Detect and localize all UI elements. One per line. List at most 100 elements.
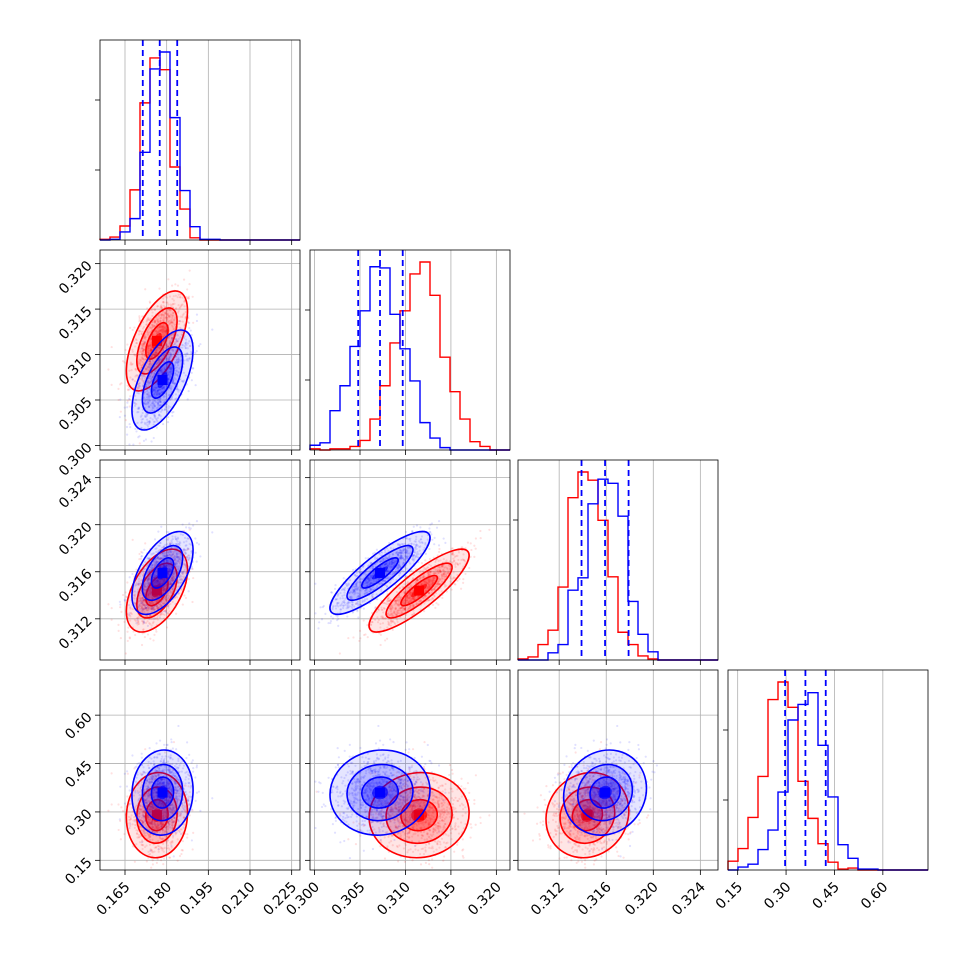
scatter-point-blue — [167, 574, 170, 577]
scatter-point-blue — [143, 607, 146, 610]
scatter-point-red — [144, 338, 147, 341]
scatter-point-blue — [199, 555, 202, 558]
scatter-point-red — [366, 623, 369, 627]
scatter-point-blue — [153, 393, 156, 396]
scatter-point-blue — [155, 386, 158, 389]
scatter-point-red — [127, 626, 130, 629]
scatter-point-red — [146, 571, 149, 574]
scatter-point-blue — [166, 416, 170, 419]
scatter-point-red — [153, 353, 156, 356]
scatter-point-red — [167, 370, 170, 373]
scatter-point-red — [110, 607, 113, 610]
scatter-point-blue — [177, 388, 180, 391]
scatter-point-blue — [184, 342, 187, 346]
scatter-point-red — [146, 381, 149, 384]
scatter-point-blue — [167, 567, 170, 570]
scatter-point-red — [126, 630, 129, 633]
scatter-point-blue — [140, 554, 143, 558]
scatter-point-blue — [179, 541, 182, 545]
scatter-point-red — [149, 592, 153, 595]
scatter-point-blue — [167, 531, 170, 534]
scatter-point-red — [149, 344, 152, 347]
scatter-point-red — [165, 312, 168, 315]
scatter-point-red — [156, 607, 159, 610]
scatter-point-blue — [152, 384, 155, 388]
scatter-point-red — [143, 604, 146, 607]
scatter-point-blue — [158, 544, 161, 547]
scatter-point-red — [183, 305, 186, 308]
scatter-point-red — [163, 596, 167, 599]
scatter-point-red — [141, 354, 144, 357]
scatter-point-blue — [175, 387, 179, 390]
scatter-point-blue — [180, 575, 183, 578]
scatter-point-red — [139, 350, 142, 353]
scatter-point-blue — [163, 554, 166, 557]
scatter-point-blue — [159, 541, 162, 545]
scatter-point-red — [168, 541, 171, 544]
scatter-point-red — [159, 553, 162, 556]
scatter-point-red — [166, 612, 169, 615]
scatter-panel-2-1 — [107, 269, 214, 446]
scatter-point-blue — [184, 354, 187, 358]
scatter-point-blue — [161, 369, 164, 372]
scatter-point-red — [143, 336, 146, 340]
scatter-point-blue — [163, 367, 166, 370]
scatter-point-blue — [169, 568, 172, 572]
scatter-point-red — [162, 578, 165, 582]
scatter-point-red — [155, 330, 158, 333]
scatter-point-red — [117, 398, 120, 402]
scatter-point-blue — [140, 421, 143, 424]
scatter-point-red — [151, 314, 154, 317]
scatter-point-blue — [428, 527, 431, 530]
scatter-point-red — [140, 606, 144, 610]
scatter-point-red — [117, 387, 120, 390]
scatter-point-red — [141, 353, 144, 356]
scatter-point-blue — [169, 542, 172, 545]
scatter-point-blue — [141, 602, 144, 605]
scatter-point-red — [156, 581, 159, 584]
scatter-point-red — [153, 320, 156, 323]
scatter-point-blue — [163, 353, 166, 356]
scatter-point-blue — [154, 391, 157, 395]
scatter-point-red — [119, 606, 122, 609]
scatter-point-blue — [175, 373, 178, 376]
scatter-point-red — [156, 616, 159, 619]
scatter-point-red — [171, 320, 174, 324]
panel-frame — [99, 39, 301, 241]
scatter-point-blue — [140, 418, 143, 421]
scatter-point-red — [183, 562, 186, 565]
scatter-point-red — [159, 319, 162, 322]
scatter-point-blue — [189, 527, 192, 530]
scatter-point-red — [123, 620, 126, 623]
scatter-point-blue — [128, 612, 131, 615]
scatter-point-red — [143, 391, 146, 394]
scatter-point-blue — [155, 407, 158, 410]
scatter-point-red — [153, 321, 156, 324]
scatter-point-red — [121, 360, 125, 363]
scatter-point-red — [184, 316, 187, 319]
scatter-point-blue — [175, 543, 178, 546]
scatter-point-red — [117, 623, 120, 626]
scatter-point-blue — [145, 383, 148, 386]
scatter-point-red — [135, 402, 138, 406]
scatter-point-red — [170, 321, 173, 324]
scatter-point-blue — [154, 415, 157, 418]
scatter-point-blue — [437, 520, 441, 523]
scatter-point-blue — [166, 559, 169, 562]
scatter-point-red — [138, 330, 141, 333]
scatter-point-blue — [185, 359, 188, 362]
scatter-point-red — [168, 581, 171, 584]
scatter-point-red — [141, 350, 144, 353]
scatter-point-blue — [165, 551, 168, 554]
scatter-point-red — [159, 613, 163, 616]
scatter-point-blue — [134, 402, 137, 405]
scatter-point-blue — [156, 389, 160, 392]
scatter-point-blue — [182, 550, 185, 554]
scatter-point-blue — [151, 401, 154, 405]
scatter-point-blue — [152, 402, 155, 405]
scatter-point-blue — [168, 355, 171, 359]
scatter-point-red — [156, 606, 159, 610]
scatter-point-red — [157, 320, 160, 323]
scatter-point-red — [149, 637, 152, 640]
scatter-point-blue — [155, 386, 158, 390]
